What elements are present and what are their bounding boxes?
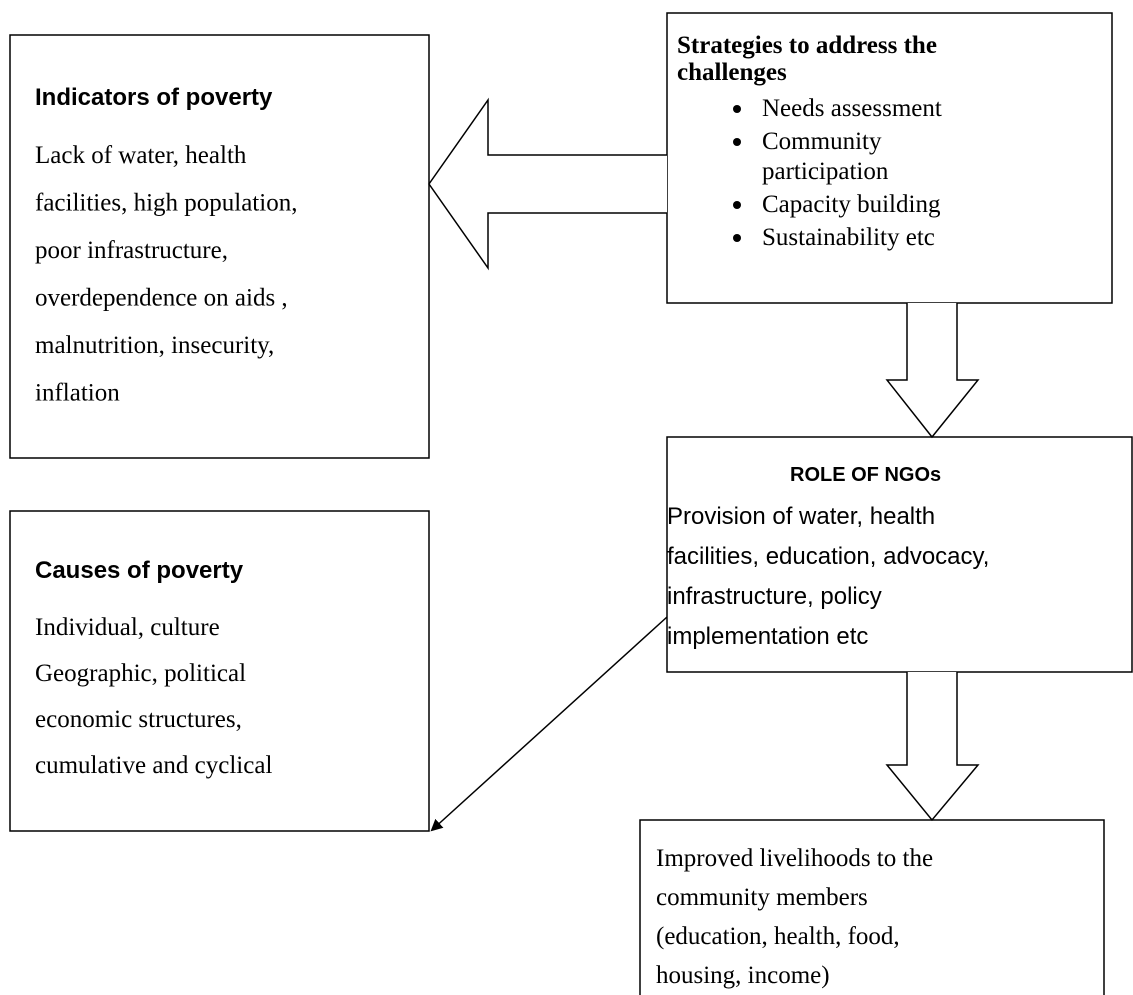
connector-arrow bbox=[430, 616, 668, 832]
down-arrow bbox=[885, 672, 980, 822]
text-line: facilities, high population, bbox=[35, 190, 297, 217]
bullet bbox=[733, 105, 741, 113]
text-line: housing, income) bbox=[656, 962, 830, 989]
text-line: infrastructure, policy bbox=[667, 583, 882, 610]
text-line: Strategies to address the bbox=[677, 32, 937, 59]
bullet-text: Capacity building bbox=[762, 191, 941, 218]
text-line: Geographic, political bbox=[35, 660, 246, 687]
strategies-box bbox=[666, 12, 1113, 304]
bullet bbox=[733, 138, 741, 146]
bullet-text: Sustainability etc bbox=[762, 224, 935, 251]
text-line: Improved livelihoods to the bbox=[656, 845, 933, 872]
left-arrow bbox=[428, 97, 667, 271]
bullet bbox=[733, 201, 741, 209]
bullet-text: Community bbox=[762, 128, 882, 155]
text-line: cumulative and cyclical bbox=[35, 752, 272, 779]
box-title: Causes of poverty bbox=[35, 557, 244, 584]
text-line: malnutrition, insecurity, bbox=[35, 332, 274, 359]
text-line: economic structures, bbox=[35, 706, 242, 733]
text-line: overdependence on aids , bbox=[35, 285, 288, 312]
down-arrow bbox=[885, 303, 980, 439]
bullet-text: participation bbox=[762, 158, 889, 185]
box-title: Indicators of poverty bbox=[35, 84, 273, 111]
text-line: inflation bbox=[35, 380, 120, 407]
text-line: Individual, culture bbox=[35, 614, 220, 641]
indicators-box bbox=[9, 34, 430, 459]
text-line: (education, health, food, bbox=[656, 923, 900, 950]
text-line: Lack of water, health bbox=[35, 142, 247, 169]
box-title: ROLE OF NGOs bbox=[790, 464, 941, 486]
text-line: challenges bbox=[677, 59, 787, 86]
bullet-text: Needs assessment bbox=[762, 95, 942, 122]
text-line: community members bbox=[656, 884, 868, 911]
text-line: implementation etc bbox=[667, 623, 868, 650]
livelihoods-box bbox=[639, 819, 1105, 995]
text-line: poor infrastructure, bbox=[35, 237, 228, 264]
text-line: Provision of water, health bbox=[667, 503, 935, 530]
bullet bbox=[733, 234, 741, 242]
causes-box bbox=[9, 510, 430, 832]
text-line: facilities, education, advocacy, bbox=[667, 543, 989, 570]
ngos-box bbox=[666, 436, 1133, 673]
